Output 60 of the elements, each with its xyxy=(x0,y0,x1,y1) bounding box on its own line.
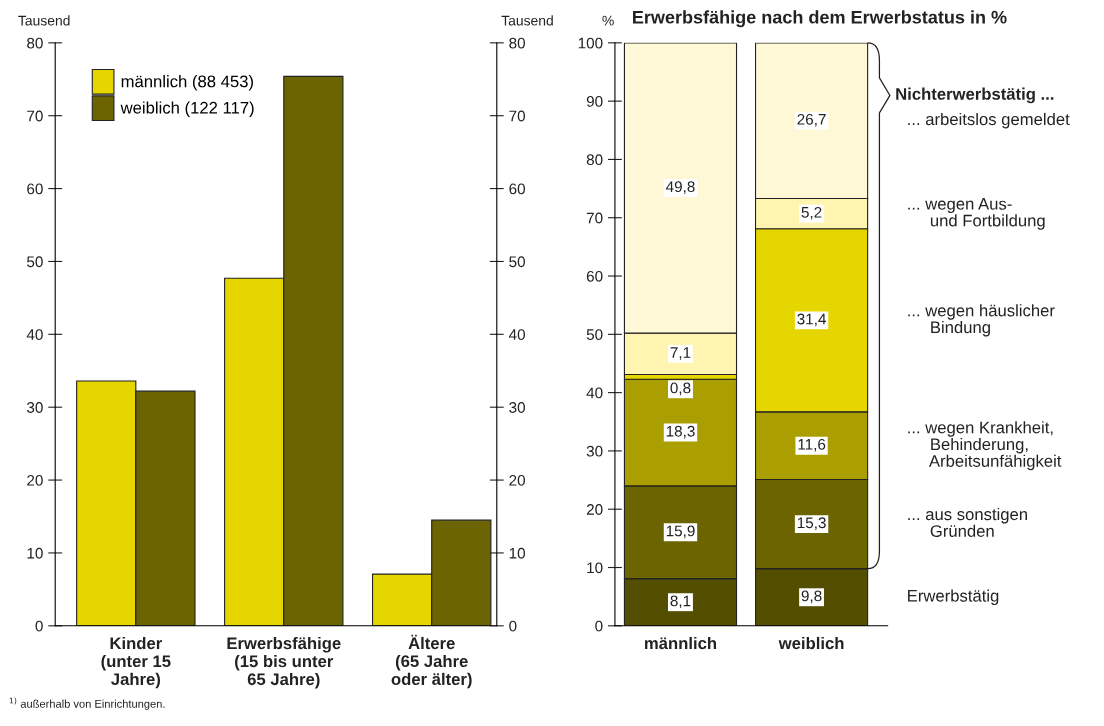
y-tick-label: 70 xyxy=(27,110,43,122)
y-tick-label: 80 xyxy=(27,37,43,49)
data-label: 0,8 xyxy=(670,382,691,396)
y-axis-title: % xyxy=(602,15,614,26)
data-label: 7,1 xyxy=(670,347,691,360)
y2-tick-label: 20 xyxy=(509,474,525,486)
y2-tick-label: 0 xyxy=(509,620,517,632)
text: ... arbeitslos gemeldet xyxy=(908,112,1070,129)
x-tick-label: männlich xyxy=(645,636,717,650)
text: ... wegen häuslicher Bindung xyxy=(908,304,1055,337)
x-tick-label: Ältere (65 Jahre oder älter) xyxy=(391,634,472,689)
x-tick-label: weiblich xyxy=(778,636,844,650)
text: ... wegen Aus- und Fortbildung xyxy=(908,198,1045,230)
y-tick-label: 60 xyxy=(27,183,43,195)
y2-tick-label: 40 xyxy=(508,329,525,341)
y-tick-label: 50 xyxy=(586,329,603,341)
text: ... aus sonstigen Gründen xyxy=(908,507,1027,537)
y-tick-label: 40 xyxy=(586,387,603,399)
data-label: 18,3 xyxy=(666,425,695,439)
data-label: 8,1 xyxy=(670,595,691,609)
legend-label: weiblich (122 117) xyxy=(120,101,254,117)
y-tick-label: 80 xyxy=(586,154,603,166)
y-tick-label: 90 xyxy=(586,96,603,107)
data-label: 15,3 xyxy=(797,517,826,530)
x-tick-label: Erwerbsfähige (15 bis unter 65 Jahre) xyxy=(227,636,341,689)
y-axis-title: Tausend xyxy=(18,15,70,26)
y-tick-label: 30 xyxy=(586,445,603,457)
y2-tick-label: 80 xyxy=(509,37,525,49)
y2-axis-title: Tausend xyxy=(501,15,553,26)
text: Erwerbstätig xyxy=(908,589,999,606)
y2-tick-label: 30 xyxy=(509,402,525,413)
y-tick-label: 30 xyxy=(26,402,43,413)
data-label: 26,7 xyxy=(797,113,826,127)
y-tick-label: 40 xyxy=(26,329,43,341)
y-tick-label: 100 xyxy=(578,37,603,49)
y2-tick-label: 10 xyxy=(509,547,525,559)
data-label: 9,8 xyxy=(801,590,822,604)
x-tick-label: Kinder (unter 15 Jahre) xyxy=(101,636,171,689)
data-label: 15,9 xyxy=(666,525,695,539)
y-tick-label: 10 xyxy=(27,547,43,559)
text: Nichterwerbstätig ... xyxy=(896,87,1054,104)
y-tick-label: 0 xyxy=(595,620,603,632)
y2-tick-label: 60 xyxy=(509,183,525,195)
y-tick-label: 0 xyxy=(35,620,43,632)
chart-title: Erwerbsfähige nach dem Erwerbstatus in % xyxy=(633,10,1007,28)
text: $^{1)}$ außerhalb von Einrichtungen. xyxy=(9,697,165,710)
data-label: 31,4 xyxy=(797,313,826,327)
y-tick-label: 70 xyxy=(586,212,603,224)
data-label: 5,2 xyxy=(801,206,822,220)
data-label: 11,6 xyxy=(798,438,826,452)
y-tick-label: 20 xyxy=(586,504,603,515)
y-tick-label: 20 xyxy=(27,474,43,486)
y2-tick-label: 70 xyxy=(509,110,525,122)
data-label: 49,8 xyxy=(665,181,695,194)
y-tick-label: 60 xyxy=(586,270,603,282)
y-tick-label: 50 xyxy=(27,256,43,268)
text: ... wegen Krankheit, Behinderung, Arbeitsunfähigkeit xyxy=(908,421,1062,471)
y2-tick-label: 50 xyxy=(509,256,525,268)
y-tick-label: 10 xyxy=(587,562,603,574)
legend-label: männlich (88 453) xyxy=(121,75,253,91)
